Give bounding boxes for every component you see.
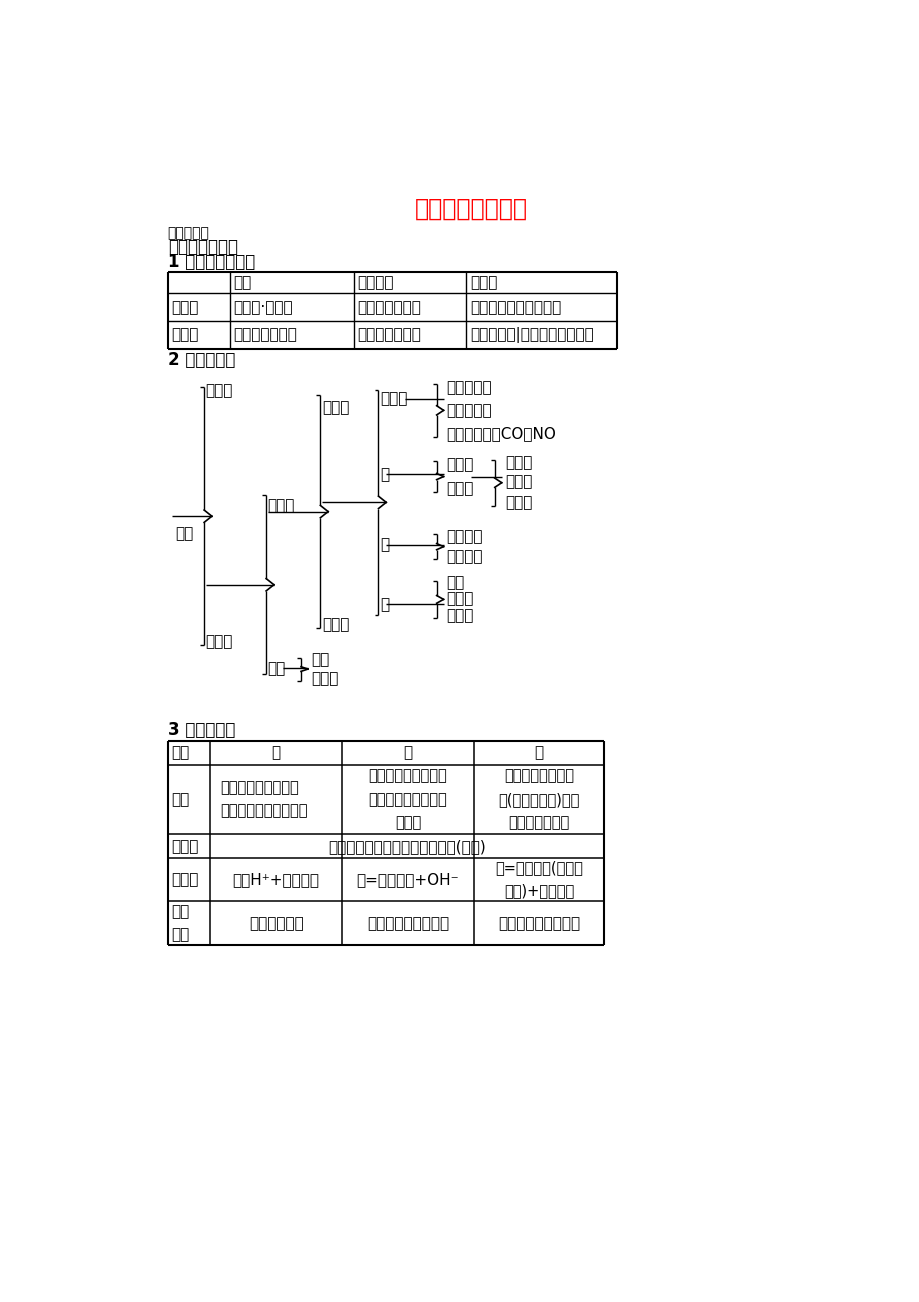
Text: 1 纯净物和混合物: 1 纯净物和混合物: [167, 253, 255, 271]
Text: 稳定性: 稳定性: [470, 275, 497, 290]
Text: 其他氧化物：CO、NO: 其他氧化物：CO、NO: [447, 426, 556, 441]
Text: 定含氢、氧两种元素: 定含氢、氧两种元素: [367, 915, 448, 931]
Text: 三元酸: 三元酸: [505, 495, 531, 510]
Text: 正盐: 正盐: [447, 575, 464, 590]
Text: 无氧酸: 无氧酸: [447, 482, 473, 496]
Text: 化合物: 化合物: [267, 499, 295, 513]
Text: 纯净物: 纯净物: [171, 299, 199, 315]
Text: 金属: 金属: [311, 652, 329, 668]
Text: 均为化合物，其水溶液都能导电(电离): 均为化合物，其水溶液都能导电(电离): [328, 838, 485, 854]
Text: 点击重难点: 点击重难点: [167, 227, 210, 241]
Text: 碱: 碱: [380, 538, 389, 552]
Text: 可溶性碱: 可溶性碱: [447, 529, 482, 544]
Text: 3 酸，碱，盐: 3 酸，碱，盐: [167, 721, 235, 740]
Text: 由同种分子构成: 由同种分子构成: [357, 299, 421, 315]
Text: 碱性氧化物: 碱性氧化物: [447, 402, 492, 418]
Text: 物质: 物质: [176, 526, 194, 542]
Text: 盐=金属离子(或铵根
离子)+酸根离子: 盐=金属离子(或铵根 离子)+酸根离子: [494, 861, 583, 898]
Text: 物质的分类和变化: 物质的分类和变化: [414, 197, 528, 220]
Text: 盐: 盐: [380, 596, 389, 612]
Text: 概念: 概念: [171, 792, 189, 807]
Text: 碱式盐: 碱式盐: [447, 608, 473, 622]
Text: 一元酸: 一元酸: [505, 456, 531, 470]
Text: 组成
特点: 组成 特点: [171, 904, 189, 943]
Text: 盐: 盐: [534, 746, 543, 760]
Text: 有机物: 有机物: [322, 617, 349, 631]
Text: 一定含氧元素: 一定含氧元素: [248, 915, 303, 931]
Text: 组成: 组成: [233, 275, 252, 290]
Text: 项目: 项目: [171, 746, 189, 760]
Text: 碱=金属离子+OH⁻: 碱=金属离子+OH⁻: [357, 872, 459, 887]
Text: 含氧酸: 含氧酸: [447, 457, 473, 471]
Text: 酸: 酸: [380, 466, 389, 482]
Text: 由多种分子构成: 由多种分子构成: [357, 327, 421, 342]
Text: 电离时生成的阴离子
全部是氢氧根离子的
化合物: 电离时生成的阴离子 全部是氢氧根离子的 化合物: [369, 768, 447, 831]
Text: 相同点: 相同点: [171, 838, 199, 854]
Text: 一、物质的分类: 一、物质的分类: [167, 238, 237, 256]
Text: 二元酸: 二元酸: [505, 474, 531, 490]
Text: 电离时生成金属离
子(或铵根离子)和酸
根离子的化合物: 电离时生成金属离 子(或铵根离子)和酸 根离子的化合物: [498, 768, 579, 831]
Text: 2 物质的分类: 2 物质的分类: [167, 352, 235, 370]
Text: 由多种物质组成: 由多种物质组成: [233, 327, 297, 342]
Text: 无机物: 无机物: [322, 400, 349, 415]
Text: 酸式盐: 酸式盐: [447, 591, 473, 605]
Text: 碱: 碱: [403, 746, 412, 760]
Text: 只含有·种物质: 只含有·种物质: [233, 299, 293, 315]
Text: 不溶性碱: 不溶性碱: [447, 549, 482, 564]
Text: 不同点: 不同点: [171, 872, 199, 887]
Text: 混合物: 混合物: [206, 384, 233, 398]
Text: 酸性氧化物: 酸性氧化物: [447, 380, 492, 395]
Text: 混合物: 混合物: [171, 327, 199, 342]
Text: 单质: 单质: [267, 661, 286, 676]
Text: 酸: 酸: [271, 746, 280, 760]
Text: 纯净物: 纯净物: [206, 634, 233, 648]
Text: 非金属: 非金属: [311, 671, 338, 686]
Text: 氧化物: 氧化物: [380, 392, 407, 406]
Text: 一定含有非金属元素: 一定含有非金属元素: [497, 915, 579, 931]
Text: 各成分保持|原有的结构和性质: 各成分保持|原有的结构和性质: [470, 327, 593, 342]
Text: 分子构成: 分子构成: [357, 275, 393, 290]
Text: 酸：H⁺+酸根离子: 酸：H⁺+酸根离子: [233, 872, 320, 887]
Text: 具有固定的组成和性质: 具有固定的组成和性质: [470, 299, 561, 315]
Text: 电离时生成的阳离子
全部是氢离子的化合物: 电离时生成的阳离子 全部是氢离子的化合物: [221, 780, 308, 819]
